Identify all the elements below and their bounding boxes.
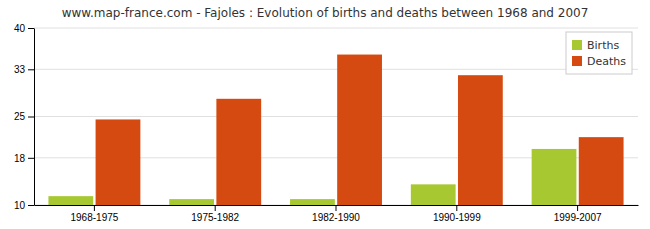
y-tick: 25: [14, 111, 34, 122]
y-tick: 33: [14, 64, 34, 75]
tick-mark: [28, 205, 34, 206]
y-tick: 40: [14, 23, 34, 34]
grid-line: [34, 69, 638, 70]
tick-label: 33: [14, 64, 26, 75]
y-axis: 10 18 25 33 40: [14, 23, 35, 211]
tick-mark: [28, 158, 34, 159]
bar: [169, 199, 214, 205]
tick-label: 10: [14, 200, 26, 211]
legend-frame: [566, 32, 632, 74]
grid: [34, 28, 638, 205]
title: www.map-france.com - Fajoles : Evolution…: [62, 6, 589, 20]
x-tick: 1975-1982: [191, 205, 239, 223]
x-tick: 1990-1999: [433, 205, 481, 223]
tick-label: 18: [14, 153, 26, 164]
x-tick: 1968-1975: [70, 205, 118, 223]
legend-swatch: [572, 40, 582, 50]
bar-series: [96, 55, 624, 205]
tick-mark: [28, 28, 34, 29]
bar: [458, 75, 503, 205]
tick-label: 1990-1999: [433, 212, 481, 223]
tick-mark: [456, 205, 457, 211]
tick-label: 25: [14, 111, 26, 122]
chart: www.map-france.com - Fajoles : Evolution…: [0, 0, 650, 229]
x-axis: 1968-1975 1975-1982 1982-1990 1990-1999 1999…: [35, 205, 639, 223]
legend-label: Deaths: [587, 55, 626, 68]
tick-label: 1982-1990: [312, 212, 360, 223]
legend-swatch: [572, 56, 582, 66]
tick-label: 1968-1975: [70, 212, 118, 223]
bar: [579, 137, 624, 205]
plot: 1968-1975 1975-1982 1982-1990 1990-1999 1999…: [14, 23, 639, 223]
tick-mark: [336, 205, 337, 211]
legend: Births Deaths: [566, 32, 632, 74]
tick-label: 1975-1982: [191, 212, 239, 223]
bar: [216, 99, 261, 205]
tick-mark: [94, 205, 95, 211]
bar: [96, 119, 141, 205]
x-tick: 1999-2007: [554, 205, 602, 223]
tick-mark: [215, 205, 216, 211]
legend-item: Births: [572, 39, 619, 52]
legend-item: Deaths: [572, 55, 626, 68]
x-tick: 1982-1990: [312, 205, 360, 223]
bars: [48, 55, 623, 205]
y-tick: 18: [14, 153, 34, 164]
bar: [337, 55, 382, 205]
tick-label: 1999-2007: [554, 212, 602, 223]
legend-label: Births: [587, 39, 619, 52]
axis-line: [34, 29, 35, 206]
tick-mark: [28, 69, 34, 70]
bar: [48, 196, 93, 205]
grid-line: [34, 28, 638, 29]
grid-line: [34, 116, 638, 117]
bar: [411, 184, 456, 205]
bar: [532, 149, 577, 205]
y-tick: 10: [14, 200, 34, 211]
tick-label: 40: [14, 23, 26, 34]
tick-mark: [577, 205, 578, 211]
tick-mark: [28, 117, 34, 118]
bar: [290, 199, 335, 205]
